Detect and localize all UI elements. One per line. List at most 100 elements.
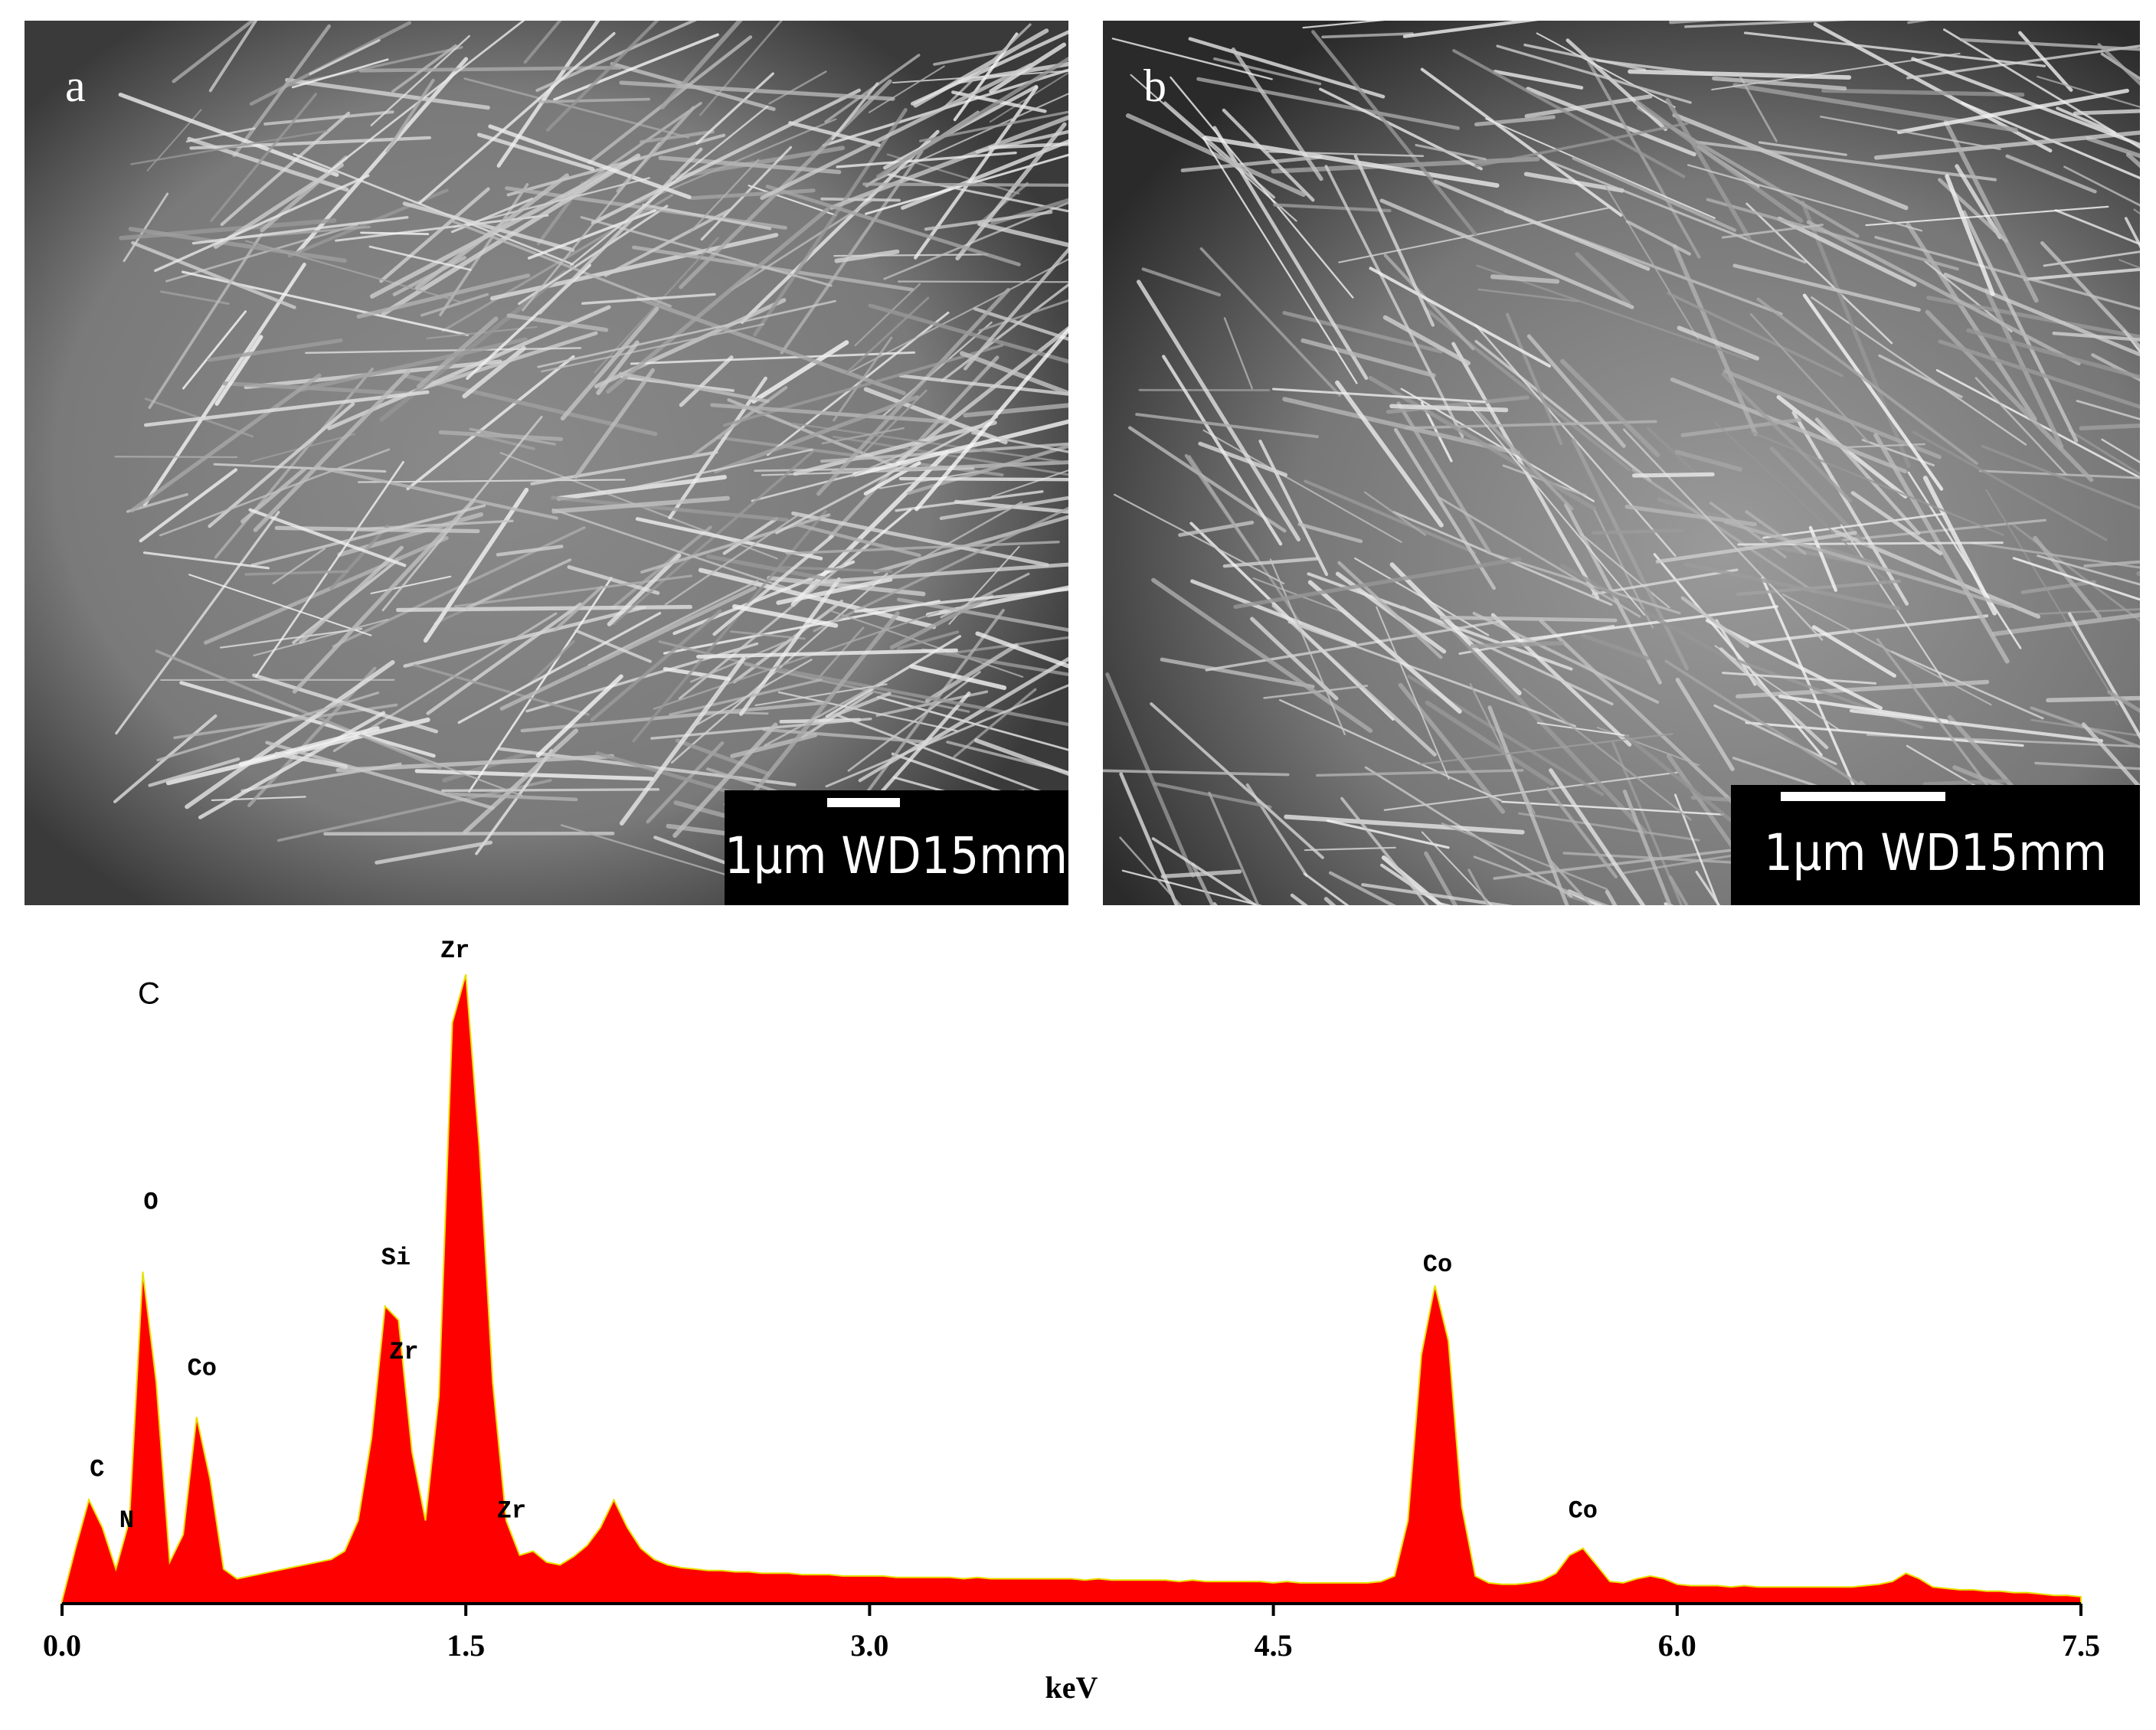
fiber [219, 627, 363, 649]
fiber [2083, 560, 2140, 568]
fiber [1300, 338, 1436, 378]
fiber [1873, 433, 2010, 664]
fiber [496, 21, 600, 168]
fiber [1680, 417, 1802, 437]
fiber [732, 603, 839, 628]
fiber [462, 345, 526, 399]
fiber [1505, 312, 1563, 446]
fiber [1518, 812, 1700, 842]
fiber [1271, 156, 1540, 174]
fiber [945, 636, 1068, 656]
fiber [1258, 440, 1329, 577]
fiber [858, 736, 933, 783]
fiber [1802, 293, 1944, 491]
fiber [204, 536, 449, 645]
fiber [1425, 700, 1555, 787]
fiber [1769, 446, 1869, 548]
fiber [975, 129, 1068, 154]
fiber [679, 355, 734, 407]
fiber [556, 475, 727, 501]
fiber [1705, 618, 1883, 710]
fiber [1587, 60, 1701, 259]
fiber [862, 389, 928, 454]
fiber [921, 648, 1068, 677]
fiber [574, 368, 655, 479]
fiber [618, 371, 770, 404]
fiber [1712, 76, 1847, 91]
fiber [1985, 489, 2118, 706]
x-axis-label: keV [1045, 1670, 1098, 1705]
fiber [139, 468, 238, 543]
fiber [1579, 532, 1670, 609]
fiber [1393, 427, 1497, 590]
fiber [1188, 37, 1386, 99]
fiber [1959, 38, 2140, 51]
fiber [530, 450, 718, 486]
fiber [1196, 77, 1460, 130]
fiber [672, 722, 778, 839]
fiber [1801, 200, 1911, 469]
fiber [570, 105, 769, 267]
fiber [1202, 135, 1500, 188]
fiber [1404, 420, 1657, 430]
fiber [1476, 264, 1749, 361]
fiber [1433, 179, 1651, 271]
fiber [188, 574, 372, 636]
fiber [1202, 136, 1358, 384]
fiber [1981, 444, 2140, 510]
fiber [692, 659, 813, 728]
fiber [1208, 791, 1260, 905]
fiber [1199, 247, 1342, 397]
fiber [1493, 70, 1584, 90]
fiber [305, 347, 582, 355]
fiber [240, 762, 402, 793]
fiber [1474, 122, 1689, 168]
fiber [889, 594, 994, 649]
peak-label: N [119, 1506, 134, 1535]
fiber [1673, 793, 1720, 905]
fiber [1316, 769, 1524, 777]
fiber [2086, 136, 2140, 159]
fiber [1302, 21, 1386, 29]
fiber [954, 499, 1068, 514]
fiber [1571, 438, 1690, 671]
fiber [154, 174, 370, 273]
peak-label: Co [1569, 1496, 1598, 1525]
fiber [419, 331, 598, 391]
fiber [619, 80, 895, 101]
fiber [898, 476, 1068, 482]
fiber [1907, 471, 2022, 649]
fiber [551, 508, 792, 590]
fiber [1151, 577, 1373, 733]
fiber [114, 456, 238, 458]
fiber [1271, 388, 1486, 404]
fiber [689, 159, 760, 233]
fiber [240, 467, 307, 524]
fiber [989, 71, 1068, 123]
peak-label: C [90, 1455, 104, 1483]
fiber [1906, 222, 2037, 422]
fiber [825, 684, 1068, 788]
fiber [2068, 612, 2140, 740]
fiber [317, 466, 558, 520]
fiber [535, 674, 623, 758]
fiber [538, 97, 650, 103]
fiber [1961, 101, 2140, 180]
fiber [636, 296, 906, 395]
fiber [293, 152, 574, 266]
fiber [1674, 450, 1742, 472]
fiber [1441, 822, 1608, 891]
fiber [690, 641, 786, 683]
fiber [753, 108, 908, 337]
fiber [551, 495, 789, 522]
fiber [746, 611, 900, 802]
fiber [1324, 165, 1464, 439]
fiber [722, 517, 779, 555]
fiber [1675, 677, 1735, 771]
fiber [1474, 339, 1652, 482]
fiber [1111, 38, 1273, 80]
fiber [924, 643, 1019, 703]
fiber [646, 741, 725, 824]
fiber [1282, 397, 1520, 456]
fiber [1328, 871, 1397, 905]
